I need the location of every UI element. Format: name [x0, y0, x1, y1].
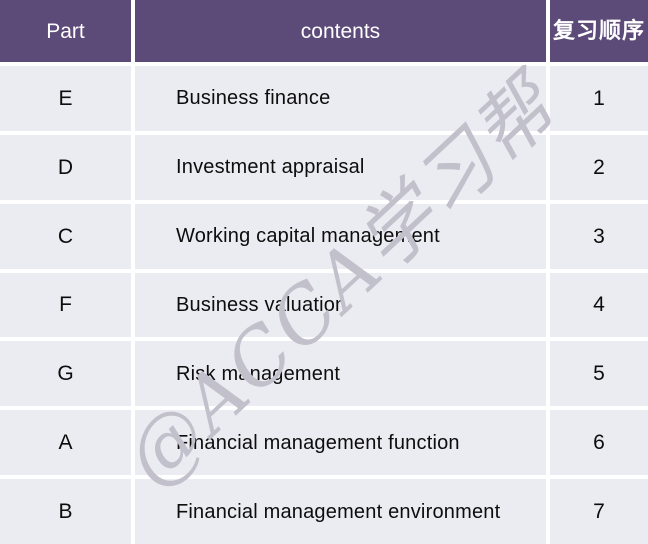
row-contents: Business valuation — [135, 272, 546, 338]
row-contents: Financial management environment — [135, 479, 546, 544]
row-order: 6 — [550, 410, 648, 476]
header-cell-part: Part — [0, 0, 131, 62]
row-part: B — [0, 479, 131, 544]
row-contents: Business finance — [135, 66, 546, 131]
header-cell-contents: contents — [135, 0, 546, 62]
header-cell-review-order: 复习顺序 — [550, 0, 648, 62]
row-contents: Investment appraisal — [135, 134, 546, 200]
row-contents: Risk management — [135, 341, 546, 407]
row-part: G — [0, 341, 131, 407]
row-order: 4 — [550, 272, 648, 338]
row-part: D — [0, 134, 131, 200]
row-contents: Working capital management — [135, 203, 546, 269]
row-part: E — [0, 66, 131, 131]
row-order: 5 — [550, 341, 648, 407]
row-order: 2 — [550, 134, 648, 200]
row-order: 3 — [550, 203, 648, 269]
row-order: 7 — [550, 479, 648, 544]
row-order: 1 — [550, 66, 648, 131]
row-contents: Financial management function — [135, 410, 546, 476]
row-part: C — [0, 203, 131, 269]
row-part: F — [0, 272, 131, 338]
row-part: A — [0, 410, 131, 476]
